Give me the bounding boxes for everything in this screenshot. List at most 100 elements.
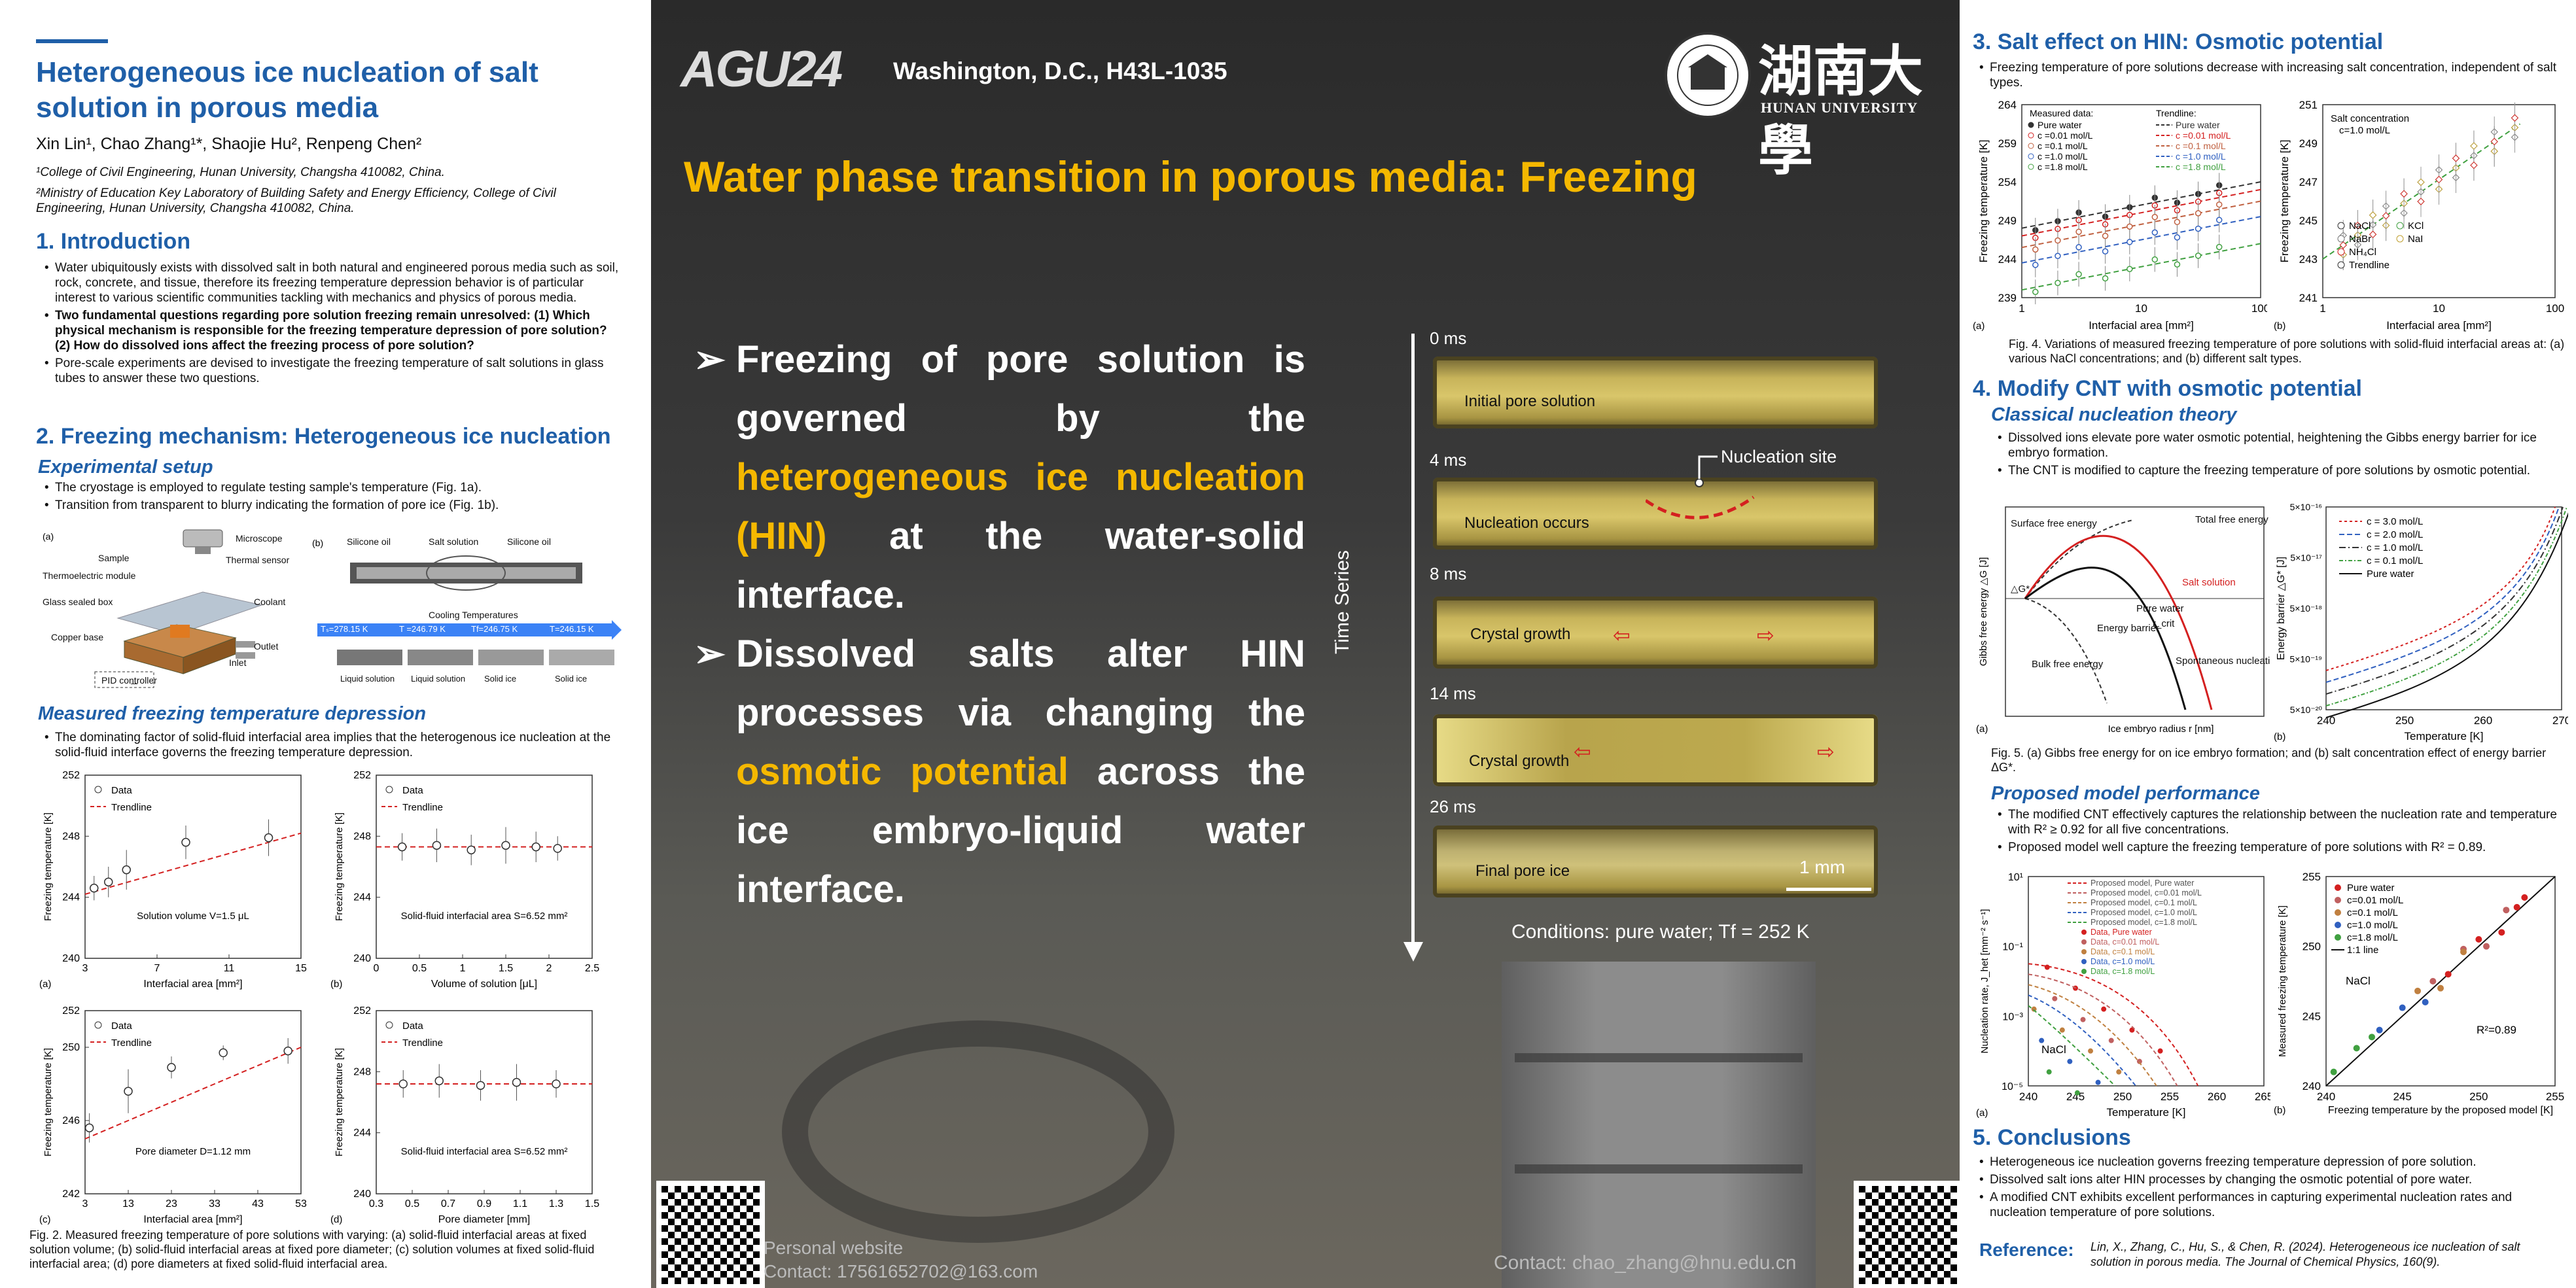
data-point (2157, 1048, 2163, 1054)
affiliation-2: ²Ministry of Education Key Laboratory of… (36, 186, 556, 215)
frame-1 (1433, 478, 1878, 549)
left-column: Heterogeneous ice nucleation of salt sol… (0, 0, 651, 1288)
data-point (2444, 971, 2452, 978)
y-tick-label: 248 (62, 831, 80, 842)
data-point (2452, 154, 2460, 162)
conclusion-item: Dissolved salt ions alter HIN processes … (1979, 1172, 2562, 1187)
panel-tag: (c) (39, 1214, 51, 1225)
data-point (2032, 262, 2039, 268)
panel-tag: (a) (1976, 723, 1988, 735)
data-point (283, 1046, 292, 1056)
y-tick-label: 246 (62, 1115, 80, 1126)
y-tick-label: 10⁻³ (2002, 1011, 2023, 1022)
trendline (2021, 243, 2261, 291)
legend-marker (2335, 884, 2341, 891)
time-series-label: Time Series (1332, 550, 1353, 654)
key-point-2-text: Dissolved salts alter HIN processes via … (736, 633, 1305, 734)
growth-arrow-right-icon: ⇨ (1817, 740, 1835, 763)
x-tick-label: 100 (2546, 302, 2564, 315)
university-name-cn: 湖南大學 (1758, 39, 1924, 183)
arrow-bullet-icon: ➢ (694, 633, 726, 675)
classical-heading: Classical nucleation theory (1991, 404, 2237, 425)
fig1a-label-module: Thermoelectric module (43, 570, 136, 581)
annotation: Spontaneous nucleation (2176, 655, 2270, 667)
y-tick-label: 250 (2303, 941, 2321, 953)
legend-label: Pure water (2038, 120, 2082, 130)
personal-website-label[interactable]: Personal website (764, 1238, 904, 1258)
y-tick-label: 240 (353, 1189, 371, 1200)
qr-code-paper[interactable] (1854, 1181, 1960, 1288)
legend-label: Pure water (2347, 882, 2395, 894)
pore-band (1515, 1164, 1803, 1174)
annotation: r_crit (2153, 618, 2175, 629)
legend-title: Measured data: (2030, 108, 2093, 118)
data-point (2369, 230, 2377, 238)
y-tick-label: 5×10⁻¹⁸ (2290, 603, 2323, 614)
growth-arrow-left-icon: ⇦ (1613, 623, 1631, 647)
frame-3 (1433, 714, 1878, 786)
legend-label: Pure water (2176, 120, 2220, 130)
x-axis-label: Interfacial area [mm²] (143, 1214, 242, 1225)
x-axis-label: Pore diameter [mm] (438, 1214, 530, 1225)
fig2-caption: Fig. 2. Measured freezing temperature of… (29, 1228, 595, 1270)
data-point (2080, 1017, 2086, 1022)
one-to-one-line (2325, 876, 2556, 1087)
data-point (122, 865, 131, 875)
x-tick-label: 270 (2552, 714, 2568, 727)
x-axis-label: Temperature [K] (2107, 1106, 2186, 1119)
legend-marker (2337, 261, 2345, 269)
data-point (2215, 201, 2223, 208)
key-point-1-tail: at the water-solid interface. (736, 515, 1305, 616)
data-point (2101, 1006, 2107, 1012)
legend-marker (2081, 930, 2087, 935)
fig1b-temp-2: T =246.79 K (399, 624, 446, 634)
x-tick-label: 1 (460, 963, 466, 974)
legend-label: Data, c=1.0 mol/L (2091, 957, 2155, 966)
data-point (2046, 1069, 2052, 1075)
salt-effect-heading: 3. Salt effect on HIN: Osmotic potential (1973, 29, 2384, 54)
scale-bar (1786, 888, 1871, 891)
x-tick-label: 23 (166, 1198, 177, 1210)
legend-label: NH₄Cl (2349, 247, 2376, 258)
plot-frame (84, 775, 302, 959)
mechanism-heading: 2. Freezing mechanism: Heterogeneous ice… (36, 424, 611, 449)
qr-code-personal-website[interactable] (656, 1181, 765, 1288)
contact-email-right[interactable]: Contact: chao_zhang@hnu.edu.cn (1494, 1252, 1797, 1274)
fig2d-chart: 0.3 0.5 0.7 0.9 1.1 1.3 1.5 240 244 248 252 Pore di… (330, 1005, 599, 1225)
x-axis-label: Freezing temperature by the proposed mod… (2328, 1105, 2553, 1116)
key-point-2: ➢ Dissolved salts alter HIN processes vi… (694, 625, 1305, 919)
data-point (2353, 1045, 2360, 1052)
panel-note: NaCl (2041, 1043, 2066, 1056)
data-point (476, 1081, 485, 1090)
panel-tag: (b) (2274, 1105, 2285, 1116)
soil-texture (782, 1020, 1174, 1243)
y-tick-label: 244 (353, 892, 371, 903)
trendline (2021, 188, 2261, 237)
panel-note: Pore diameter D=1.12 mm (135, 1146, 251, 1157)
legend-marker (2028, 164, 2034, 170)
salt-effect-bullets: Freezing temperature of pore solutions d… (1979, 60, 2562, 93)
y-axis-label: Freezing temperature [K] (334, 1048, 345, 1157)
time-arrow-shaft (1411, 334, 1415, 945)
fig4-caption: Fig. 4. Variations of measured freezing … (2009, 338, 2565, 365)
data-point (2330, 1068, 2337, 1075)
conclusions-heading: 5. Conclusions (1973, 1125, 2131, 1150)
key-point-2-tail: across the ice embryo-liquid water inter… (736, 750, 1305, 911)
data-point (2136, 1058, 2142, 1064)
legend-label: Trendline (2349, 260, 2390, 271)
data-point (2088, 1048, 2094, 1054)
plot-frame (376, 775, 593, 959)
x-tick-label: 250 (2113, 1090, 2132, 1103)
frame-label-0: Initial pore solution (1464, 392, 1596, 410)
legend-label: Data, c=0.01 mol/L (2091, 937, 2159, 947)
contact-email-left[interactable]: Contact: 17561652702@163.com (764, 1261, 1038, 1281)
performance-bullets: The modified CNT effectively captures th… (1998, 807, 2560, 858)
frame-label-4: Final pore ice (1475, 862, 1570, 880)
data-point (2460, 949, 2467, 956)
banner-title: Water phase transition in porous media: … (684, 152, 1697, 201)
legend-label: c=1.8 mol/L (2347, 932, 2398, 943)
frame-time-3: 14 ms (1430, 684, 1476, 703)
surface-energy-curve (2024, 519, 2134, 599)
frame-2 (1433, 597, 1878, 669)
data-point (2102, 248, 2109, 254)
